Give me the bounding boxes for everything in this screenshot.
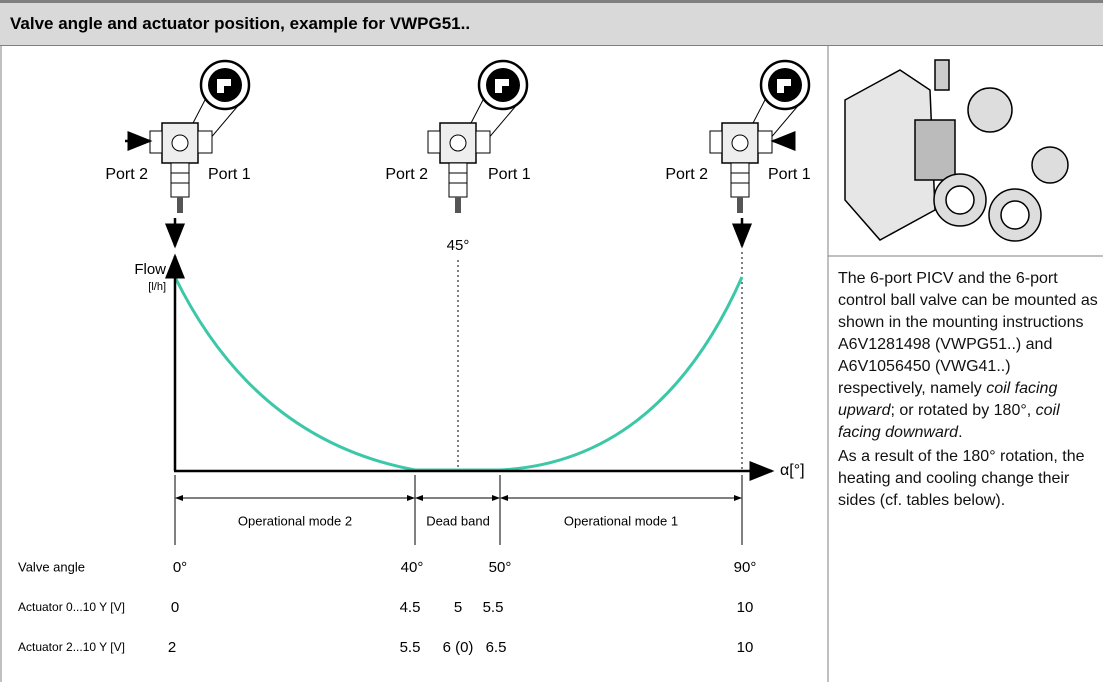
row-value: 4.5 — [400, 599, 421, 616]
header-title: Valve angle and actuator position, examp… — [0, 0, 1103, 46]
row-value: 6.5 — [486, 639, 507, 656]
row-label: Valve angle — [18, 559, 85, 574]
row-value: 6 (0) — [443, 639, 474, 656]
row-value: 50° — [489, 559, 512, 576]
row-value: 10 — [737, 599, 754, 616]
text-run: As a result of the 180° rotation, the he… — [838, 448, 1085, 509]
row-value: 90° — [734, 559, 757, 576]
y-axis-unit: [l/h] — [148, 281, 166, 293]
zone-label: Operational mode 1 — [564, 513, 678, 528]
valve-icon — [428, 61, 527, 213]
port-label: Port 2 — [665, 166, 708, 183]
dimension-lines — [175, 475, 742, 545]
row-value: 40° — [401, 559, 424, 576]
row-value: 0° — [173, 559, 187, 576]
angle-label: 45° — [447, 237, 470, 254]
row-label: Actuator 0...10 Y [V] — [18, 600, 125, 614]
text-run: . — [958, 424, 962, 441]
row-value: 5.5 — [400, 639, 421, 656]
valve-icon — [150, 61, 249, 213]
row-value: 0 — [171, 599, 179, 616]
row-label: Actuator 2...10 Y [V] — [18, 640, 125, 654]
row-value: 2 — [168, 639, 176, 656]
product-image — [845, 60, 1068, 241]
row-value: 5.5 — [483, 599, 504, 616]
port-label: Port 2 — [105, 166, 148, 183]
port-label: Port 1 — [208, 166, 251, 183]
text-run: The 6-port PICV and the 6-port control b… — [838, 270, 1098, 397]
y-axis-label: Flow — [134, 261, 166, 278]
valve-icon — [710, 61, 809, 213]
port-label: Port 2 — [385, 166, 428, 183]
page: Port 2 Port 1 Port 2 Port 1 Port 2 Port … — [0, 0, 1103, 682]
text-run: ; or rotated by 180°, — [890, 402, 1035, 419]
paragraph: The 6-port PICV and the 6-port control b… — [838, 268, 1100, 444]
port-label: Port 1 — [488, 166, 531, 183]
port-label: Port 1 — [768, 166, 811, 183]
row-value: 5 — [454, 599, 462, 616]
paragraph: As a result of the 180° rotation, the he… — [838, 446, 1100, 512]
row-value: 10 — [737, 639, 754, 656]
x-axis-label: α[°] — [780, 462, 805, 479]
zone-label: Operational mode 2 — [238, 513, 352, 528]
side-text: The 6-port PICV and the 6-port control b… — [838, 268, 1100, 514]
zone-label: Dead band — [426, 513, 490, 528]
